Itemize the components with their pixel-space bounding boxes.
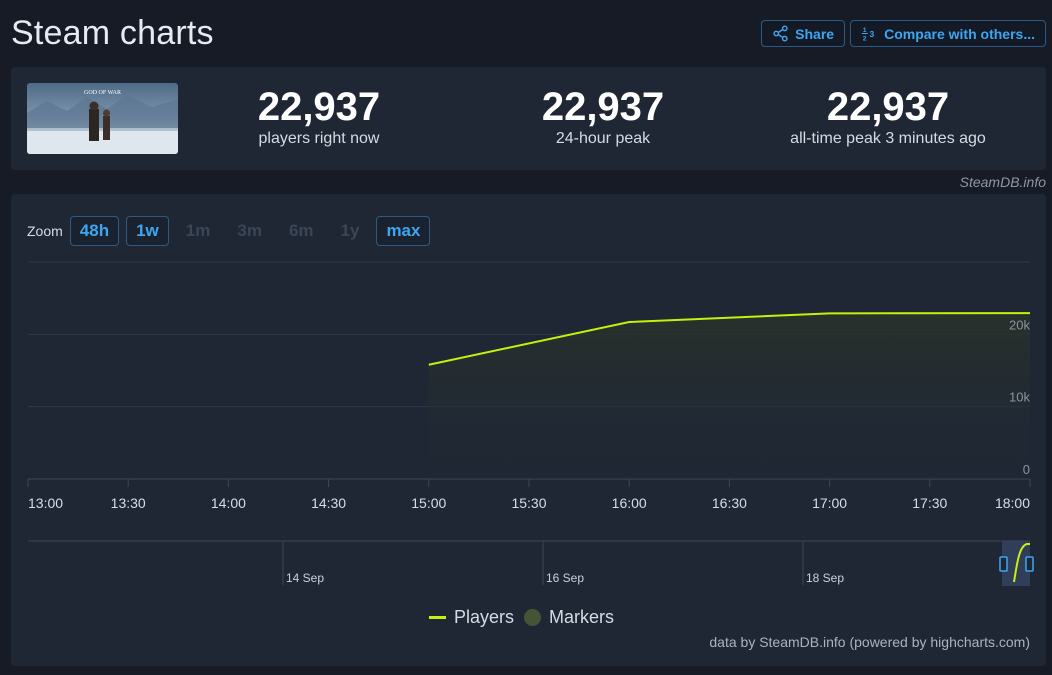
svg-text:2: 2 — [863, 35, 867, 42]
y-tick-label: 10k — [1009, 390, 1030, 405]
players-area-fill — [428, 313, 1030, 479]
fraction-icon: 1 2 3 — [861, 27, 875, 42]
zoom-button-1w[interactable]: 1w — [126, 216, 169, 246]
x-tick-label: 13:30 — [111, 495, 146, 511]
legend-item-players[interactable]: Players — [429, 607, 514, 628]
stat-all-time-peak: 22,937 all-time peak 3 minutes ago — [758, 83, 1018, 148]
stat-current: 22,937 players right now — [189, 83, 449, 148]
chart-legend: Players Markers — [429, 607, 614, 628]
zoom-button-3m[interactable]: 3m — [237, 221, 262, 240]
game-logo-text: GOD OF WAR — [84, 90, 121, 96]
share-button[interactable]: Share — [761, 20, 846, 47]
navigator-label: 18 Sep — [806, 571, 844, 585]
legend-markers-label: Markers — [549, 607, 615, 627]
legend-line-swatch — [429, 616, 446, 619]
x-tick-label: 17:30 — [912, 495, 947, 511]
stat-current-label: players right now — [258, 130, 380, 147]
legend-players-label: Players — [454, 607, 515, 627]
navigator-handle[interactable] — [999, 556, 1008, 572]
svg-text:1: 1 — [863, 27, 867, 34]
share-icon — [773, 25, 788, 42]
x-tick-label: 14:00 — [211, 495, 246, 511]
stat-current-value: 22,937 — [257, 85, 381, 129]
zoom-button-48h[interactable]: 48h — [69, 216, 120, 246]
stat-all-time-peak-value: 22,937 — [826, 85, 950, 129]
zoom-label: Zoom — [27, 223, 63, 239]
credit-steamdb[interactable]: SteamDB.info — [959, 174, 1046, 190]
svg-text:3: 3 — [870, 29, 875, 39]
navigator-series-line — [1013, 543, 1030, 583]
top-actions: Share 1 2 3 Compare with others... — [761, 20, 1046, 47]
chart-panel: 0 10k 20k 13:00 13:30 14:00 14:30 15:00 15:30 16… — [11, 194, 1046, 666]
y-tick-label: 0 — [1023, 462, 1030, 477]
stats-panel: GOD OF WAR 22,937 players right now 22,9… — [11, 67, 1046, 170]
x-tick-label: 14:30 — [311, 495, 346, 511]
zoom-button-6m[interactable]: 6m — [288, 221, 314, 240]
stat-24h-peak-value: 22,937 — [541, 85, 665, 129]
compare-button[interactable]: 1 2 3 Compare with others... — [850, 20, 1046, 47]
zoom-controls: Zoom 48h 1w 1m 3m 6m 1y max — [27, 216, 437, 246]
legend-item-markers[interactable]: Markers — [524, 607, 614, 628]
game-cover-image: GOD OF WAR — [27, 83, 178, 154]
zoom-button-1y[interactable]: 1y — [340, 221, 360, 240]
x-tick-label: 15:30 — [511, 495, 546, 511]
zoom-button-max[interactable]: max — [376, 216, 431, 246]
players-chart: 0 10k 20k 13:00 13:30 14:00 14:30 15:00 15:30 16… — [27, 261, 1034, 586]
stat-24h-peak: 22,937 24-hour peak — [473, 83, 733, 148]
x-tick-label: 18:00 — [995, 495, 1030, 511]
zoom-button-1m[interactable]: 1m — [185, 221, 211, 240]
navigator-handle[interactable] — [1025, 556, 1034, 572]
navigator-label: 16 Sep — [546, 571, 584, 585]
y-tick-label: 20k — [1009, 317, 1030, 332]
page-title: Steam charts — [11, 14, 214, 52]
players-series-line — [428, 312, 1031, 366]
navigator-label: 14 Sep — [286, 571, 324, 585]
legend-dot-swatch — [524, 609, 542, 626]
share-label: Share — [795, 25, 835, 42]
stat-24h-peak-label: 24-hour peak — [555, 130, 651, 147]
stat-all-time-peak-label: all-time peak 3 minutes ago — [790, 130, 986, 147]
x-tick-label: 17:00 — [812, 495, 847, 511]
x-tick-label: 15:00 — [411, 495, 446, 511]
x-tick-label: 16:00 — [612, 495, 647, 511]
x-tick-label: 16:30 — [712, 495, 747, 511]
game-cover-art: GOD OF WAR — [27, 90, 178, 154]
credit-highcharts[interactable]: data by SteamDB.info (powered by highcha… — [709, 634, 1030, 650]
compare-label: Compare with others... — [884, 25, 1035, 42]
x-tick-label: 13:00 — [28, 495, 63, 511]
